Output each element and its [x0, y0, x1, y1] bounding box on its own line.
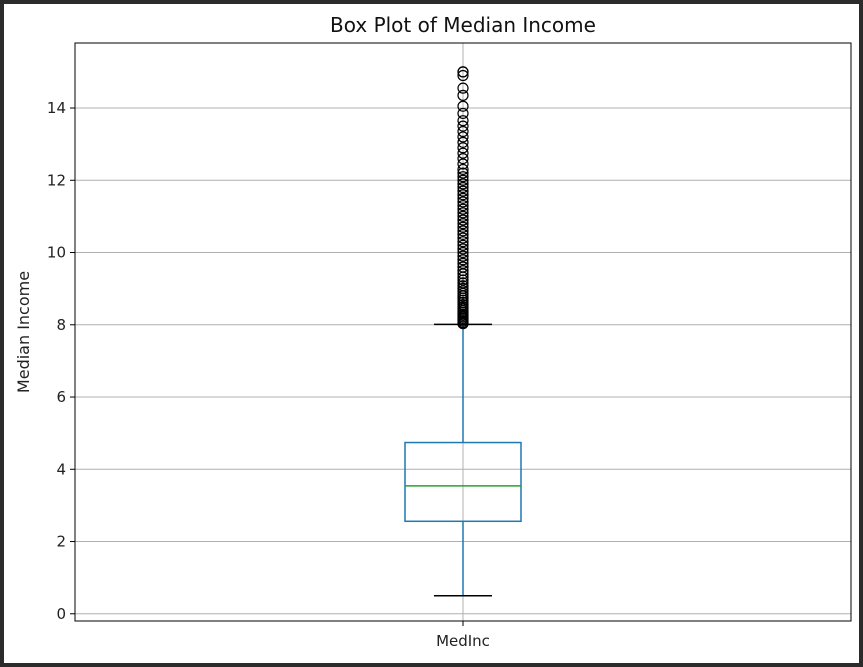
outlier-point [457, 120, 469, 132]
chart-frame: 0 2 4 6 8 10 12 14 MedInc Box Plot of Median In… [4, 4, 859, 663]
y-tick-label: 10 [47, 244, 66, 262]
outlier-point [457, 207, 469, 219]
outlier-point [457, 100, 469, 112]
outlier-group [457, 66, 469, 330]
outlier-point [457, 189, 469, 201]
outlier-point [457, 285, 469, 297]
outlier-point [457, 246, 469, 259]
y-axis-ticks: 0 2 4 6 8 10 12 14 [47, 99, 75, 623]
outlier-point [457, 107, 469, 120]
outlier-point [457, 174, 469, 186]
outlier-point [457, 136, 469, 148]
outlier-point [457, 147, 469, 159]
y-tick-label: 14 [47, 99, 66, 117]
outlier-point [457, 221, 469, 233]
outlier-point [457, 277, 469, 289]
outlier-point [457, 254, 469, 266]
outlier-point [457, 282, 469, 294]
outlier-point [457, 66, 469, 78]
y-tick-label: 0 [56, 605, 66, 623]
outlier-point [457, 250, 469, 262]
outlier-point [457, 131, 469, 143]
outlier-point [457, 239, 469, 251]
outlier-point [457, 228, 469, 241]
y-tick-label: 12 [47, 171, 66, 189]
x-axis-ticks: MedInc [436, 621, 490, 650]
outlier-point [457, 125, 469, 138]
outlier-point [457, 171, 469, 183]
outlier-point [457, 199, 469, 212]
outlier-point [457, 163, 469, 176]
outlier-point [457, 236, 469, 248]
outlier-point [457, 232, 469, 244]
outlier-point [457, 185, 469, 197]
y-tick-label: 2 [56, 533, 66, 551]
y-tick-label: 4 [56, 460, 66, 478]
y-tick-label: 6 [56, 388, 66, 406]
outlier-point [457, 264, 469, 277]
outlier-point [457, 178, 469, 190]
outlier-point [457, 243, 469, 255]
outlier-point [457, 261, 469, 273]
outlier-point [457, 89, 469, 101]
box-plot-chart: 0 2 4 6 8 10 12 14 MedInc Box Plot of Median In… [14, 13, 852, 650]
outlier-point [457, 218, 469, 230]
interquartile-box [404, 441, 522, 523]
outlier-point [457, 280, 469, 292]
outlier-point [457, 274, 469, 286]
outlier-point [457, 214, 469, 226]
outlier-point [457, 192, 469, 204]
outlier-point [457, 196, 469, 208]
x-tick-label: MedInc [436, 632, 490, 650]
outlier-point [457, 142, 469, 154]
outlier-point [457, 158, 469, 170]
outlier-point [457, 82, 469, 94]
chart-title: Box Plot of Median Income [330, 13, 596, 37]
outlier-point [457, 203, 469, 215]
outlier-point [457, 210, 469, 222]
outlier-point [457, 225, 469, 237]
y-tick-label: 8 [56, 316, 66, 334]
outlier-point [457, 167, 469, 179]
outlier-point [457, 115, 469, 127]
outlier-point [457, 181, 469, 194]
outlier-point [457, 257, 469, 269]
outlier-point [457, 69, 469, 82]
y-axis-label: Median Income [14, 271, 33, 393]
outlier-point [457, 153, 469, 165]
